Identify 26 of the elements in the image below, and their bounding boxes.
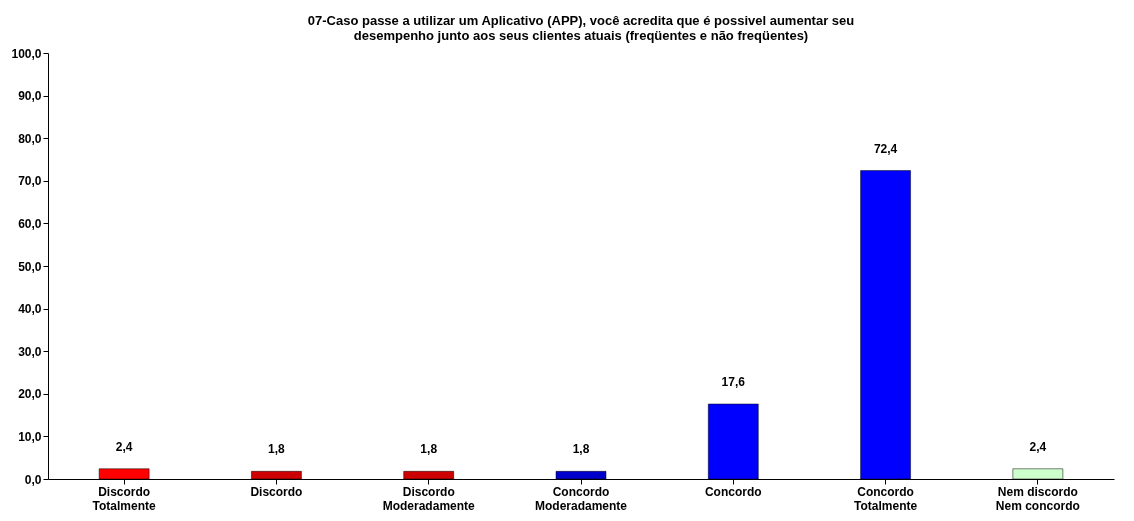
data-label: 2,4 xyxy=(1029,439,1047,454)
y-tick-label: 70,0 xyxy=(18,174,42,189)
y-tick-label: 100,0 xyxy=(11,46,42,61)
data-label: 72,4 xyxy=(873,141,898,156)
y-tick-label: 50,0 xyxy=(18,259,42,274)
y-tick-label: 40,0 xyxy=(18,302,42,317)
x-tick-label: Discordo Totalmente xyxy=(92,484,157,513)
data-label: 1,8 xyxy=(572,442,590,457)
x-tick-label: Concordo xyxy=(704,484,762,499)
data-label: 2,4 xyxy=(115,439,133,454)
data-label: 17,6 xyxy=(721,375,746,390)
data-label: 1,8 xyxy=(268,442,286,457)
y-tick-label: 60,0 xyxy=(18,216,42,231)
y-tick-label: 20,0 xyxy=(18,387,42,402)
x-tick-label: Concordo Totalmente xyxy=(854,484,918,513)
y-tick-label: 30,0 xyxy=(18,344,42,359)
y-tick-label: 0,0 xyxy=(24,472,42,487)
x-tick-label: Concordo Moderadamente xyxy=(534,484,628,513)
y-tick-label: 90,0 xyxy=(18,89,42,104)
y-tick-label: 10,0 xyxy=(18,429,42,444)
chart-title: 07-Caso passe a utilizar um Aplicativo (APP), você acredita que é possivel aumentar seu desempenho junto aos seus clientes atuais (freqüentes e não freqüentes) xyxy=(307,13,855,43)
data-label: 1,8 xyxy=(420,442,438,457)
y-tick-label: 80,0 xyxy=(18,131,42,146)
x-tick-label: Nem discordo Nem concordo xyxy=(995,484,1080,513)
x-tick-label: Discordo xyxy=(250,484,303,499)
x-tick-label: Discordo Moderadamente xyxy=(382,484,476,513)
